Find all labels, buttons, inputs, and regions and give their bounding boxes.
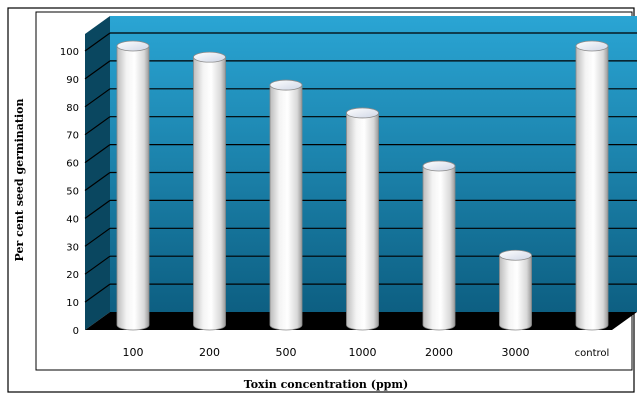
x-axis-labels: 100 200 500 1000 2000 3000 control (123, 346, 610, 359)
gridline-side (84, 199, 111, 219)
y-tick-label: 40 (66, 214, 79, 225)
y-axis-ticks: 0 10 20 30 40 50 60 70 80 90 100 (60, 47, 79, 337)
gridline-side (84, 32, 111, 52)
gridline-side (84, 283, 111, 303)
gridline-side (84, 60, 111, 80)
bar-cap (422, 160, 456, 172)
gridline-side (84, 88, 111, 108)
gridline-side (84, 255, 111, 275)
bar (499, 254, 532, 331)
bar-cap (116, 40, 150, 52)
bar (269, 84, 303, 331)
bar (193, 56, 226, 331)
bars (116, 40, 609, 331)
bar (575, 45, 609, 331)
x-axis-title: Toxin concentration (ppm) (244, 378, 408, 391)
bar (422, 165, 456, 331)
gridline-side (84, 227, 111, 247)
x-tick-label: 200 (199, 346, 220, 359)
y-tick-label: 0 (73, 326, 79, 337)
y-tick-label: 90 (66, 75, 79, 86)
bar-cap (269, 79, 303, 91)
y-tick-label: 80 (66, 103, 79, 114)
bar-cap (499, 249, 532, 261)
y-tick-label: 60 (66, 159, 79, 170)
bar (346, 112, 379, 331)
x-tick-label: control (575, 348, 610, 359)
x-tick-label: 100 (123, 346, 144, 359)
x-tick-label: 3000 (502, 346, 530, 359)
y-tick-label: 100 (60, 47, 79, 58)
y-tick-label: 30 (66, 242, 79, 253)
y-tick-label: 50 (66, 187, 79, 198)
x-tick-label: 500 (276, 346, 297, 359)
x-tick-label: 1000 (349, 346, 377, 359)
bar (116, 45, 150, 331)
gridline-side (84, 172, 111, 191)
y-axis-title: Per cent seed germination (13, 99, 26, 262)
bar-cap (575, 40, 609, 52)
bar-cap (346, 107, 379, 119)
bar-cap (193, 51, 226, 63)
x-tick-label: 2000 (425, 346, 453, 359)
gridline-side (84, 116, 111, 136)
side-wall (85, 16, 110, 330)
y-tick-label: 20 (66, 270, 79, 281)
y-tick-label: 70 (66, 131, 79, 142)
y-tick-label: 10 (66, 298, 79, 309)
gridline-side (84, 144, 111, 164)
